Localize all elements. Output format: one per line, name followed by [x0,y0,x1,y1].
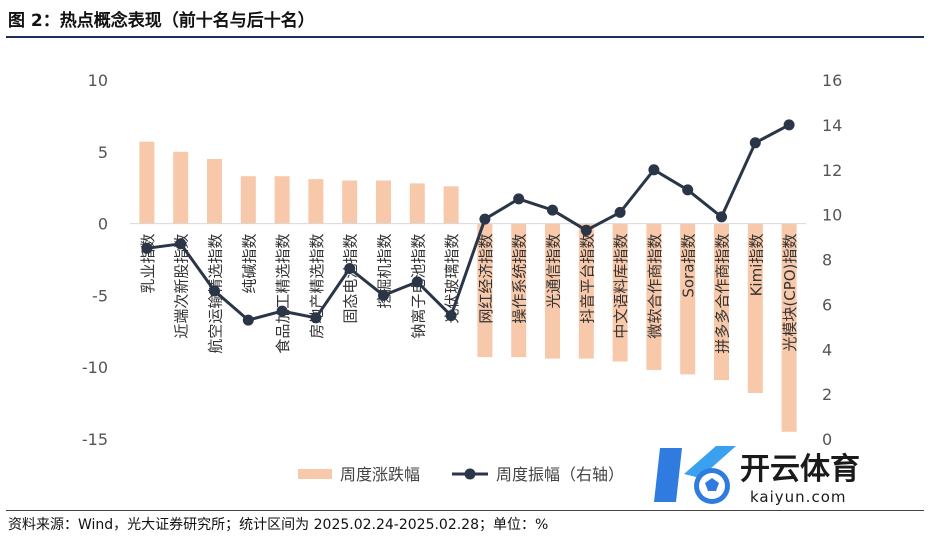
line-point-16 [648,164,660,176]
left-axis-ticks: 10 5 0 -5 -10 -15 [82,71,108,449]
right-tick-label: 14 [822,116,842,135]
legend-line-marker [464,468,476,480]
category-label-15: 中文语料库指数 [612,234,630,339]
bar-14 [578,223,594,359]
bar-2 [173,151,189,224]
right-tick-label: 12 [822,161,842,180]
bar-4 [240,176,256,224]
watermark-domain: kaiyun.com [750,488,847,506]
line-point-7 [344,263,356,274]
line-point-9 [411,276,423,288]
bar-19 [747,223,763,393]
legend-bar-swatch [298,469,332,479]
left-tick-label: 10 [88,71,108,90]
category-label-19: Kimi指数 [747,234,765,297]
line-point-14 [580,224,592,236]
left-tick-label: -10 [82,358,108,377]
source-rule [6,510,924,511]
left-tick-label: -5 [92,286,108,305]
line-point-12 [513,193,525,205]
right-tick-label: 4 [822,340,832,359]
category-label-8: 挖掘机指数 [376,234,394,309]
right-tick-label: 6 [822,295,832,314]
bar-8 [376,180,391,224]
category-labels: 乳业指数近端次新股指数航空运输精选指数纯碱指数食品加工精选指数房地产精选指数固态… [139,234,799,354]
amplitude-line [146,123,790,322]
line-point-18 [716,211,727,223]
right-tick-label: 8 [822,251,832,270]
watermark: 开云体育 kaiyun.com [654,440,924,510]
bar-17 [680,223,696,375]
left-tick-label: 5 [98,143,108,162]
category-label-12: 操作系统指数 [511,234,529,324]
bar-13 [545,223,560,359]
right-axis-ticks: 16 14 12 10 8 6 4 2 0 [822,71,842,449]
bar-16 [646,223,662,371]
line-point-5 [276,305,288,317]
bar-series [139,141,797,432]
line-series [141,119,795,326]
category-label-13: 光通信指数 [545,234,563,309]
line-point-1 [141,242,153,254]
bar-3 [207,159,222,224]
line-point-6 [310,312,322,324]
category-label-7: 固态电池指数 [342,234,360,324]
category-label-18: 拼多多合作商指数 [714,234,732,354]
bar-18 [714,223,729,381]
category-label-20: 光模块(CPO)指数 [781,234,799,352]
bar-12 [511,223,527,358]
chart-canvas: 10 5 0 -5 -10 -15 16 14 12 10 8 6 4 2 0 乳业指数近端次新股指数航空… [82,71,843,484]
right-tick-label: 10 [822,206,842,225]
category-label-1: 乳业指数 [139,234,157,294]
figure-title: 图 2：热点概念表现（前十名与后十名） [8,11,315,31]
bar-7 [342,180,358,224]
line-point-17 [682,184,694,196]
category-label-5: 食品加工精选指数 [274,234,292,354]
line-point-3 [209,285,220,297]
bar-20 [781,223,797,432]
line-point-15 [614,206,626,218]
bar-11 [477,223,493,358]
category-label-17: Sora指数 [680,234,698,298]
line-point-19 [749,137,761,149]
bar-1 [139,141,155,224]
line-point-11 [479,213,491,225]
line-point-20 [783,119,795,131]
legend-bar-label: 周度涨跌幅 [340,465,420,484]
watermark-brand: 开云体育 [740,452,860,487]
bar-10 [443,186,459,224]
legend: 周度涨跌幅 周度振幅（右轴） [298,465,624,484]
category-label-14: 抖音平台指数 [578,234,596,324]
title-rule [6,36,924,38]
right-tick-label: 0 [822,430,832,449]
left-tick-label: -15 [82,430,108,449]
category-label-16: 微软合作商指数 [646,234,664,339]
bar-15 [612,223,628,362]
right-tick-label: 2 [822,385,832,404]
category-label-2: 近端次新股指数 [173,234,191,339]
source-note: 资料来源：Wind，光大证券研究所；统计区间为 2025.02.24-2025.… [8,517,549,533]
legend-line-label: 周度振幅（右轴） [496,465,624,484]
bar-9 [409,183,425,224]
line-point-8 [378,289,389,301]
watermark-logo-icon [654,446,736,504]
line-point-4 [242,314,254,326]
line-point-13 [547,204,558,216]
line-point-10 [445,310,457,322]
bar-5 [274,176,290,224]
line-point-2 [175,238,187,250]
right-tick-label: 16 [822,71,842,90]
left-tick-label: 0 [98,215,108,234]
bar-6 [308,179,324,224]
category-label-4: 纯碱指数 [240,234,258,294]
category-label-11: 网红经济指数 [477,234,495,324]
